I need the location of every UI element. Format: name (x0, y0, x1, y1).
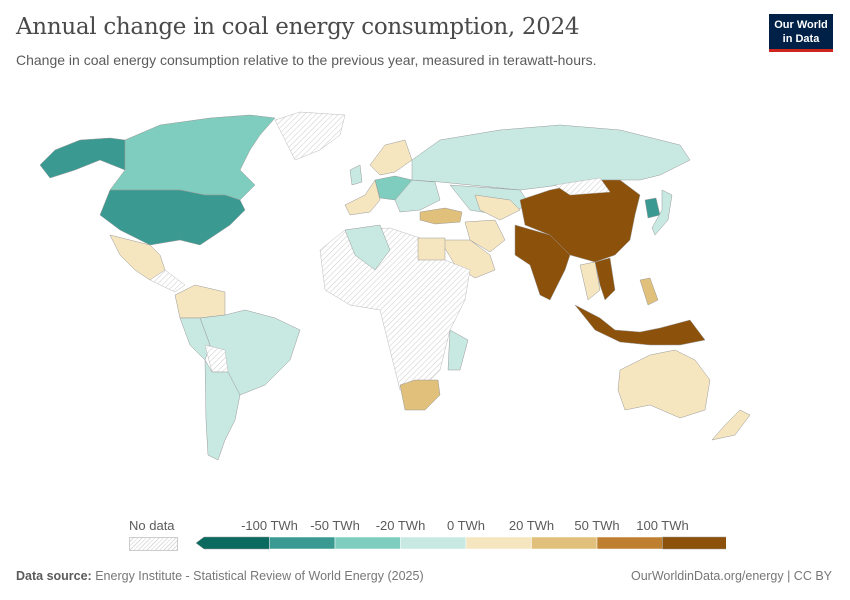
region-egypt[interactable] (417, 237, 446, 261)
source-text: Energy Institute - Statistical Review of… (95, 569, 424, 583)
chart-title: Annual change in coal energy consumption… (16, 14, 580, 40)
region-algeria[interactable] (344, 224, 391, 271)
region-thailand[interactable] (579, 261, 601, 301)
source-label: Data source: (16, 569, 92, 583)
legend-tick-label: -20 TWh (375, 518, 426, 533)
region-western-europe[interactable] (344, 179, 381, 216)
region-argentina-chile[interactable] (204, 359, 241, 461)
region-africa[interactable] (319, 227, 471, 396)
legend-tick-label: -50 TWh (310, 518, 360, 533)
region-canada[interactable] (109, 114, 276, 201)
legend-color-bar (196, 536, 727, 550)
region-japan[interactable] (651, 189, 673, 236)
data-source: Data source: Energy Institute - Statisti… (16, 569, 424, 583)
region-new-zealand[interactable] (711, 409, 751, 441)
region-australia[interactable] (617, 349, 711, 419)
region-mozambique[interactable] (447, 329, 469, 371)
legend-bin-5[interactable] (531, 536, 598, 550)
legend-no-data-swatch (129, 537, 178, 551)
region-iran[interactable] (464, 219, 506, 253)
region-korea[interactable] (644, 197, 661, 219)
legend-bin-3[interactable] (400, 536, 467, 550)
legend-tick-label: -100 TWh (241, 518, 298, 533)
region-scandinavia[interactable] (369, 139, 413, 176)
region-alaska[interactable] (39, 137, 126, 179)
region-philippines[interactable] (639, 277, 659, 306)
region-colombia-venezuela[interactable] (174, 284, 226, 319)
owid-logo[interactable]: Our World in Data (769, 14, 833, 52)
region-mongolia[interactable] (554, 177, 611, 196)
world-map[interactable] (0, 100, 850, 510)
legend-bin-7[interactable] (662, 536, 727, 550)
region-russia[interactable] (411, 124, 691, 191)
legend-bin-4[interactable] (465, 536, 532, 550)
region-turkey[interactable] (419, 207, 463, 225)
legend-bin-6[interactable] (596, 536, 663, 550)
chart-subtitle: Change in coal energy consumption relati… (16, 52, 597, 68)
region-indonesia[interactable] (574, 304, 706, 346)
region-south-africa[interactable] (399, 379, 441, 411)
region-central-america[interactable] (149, 269, 186, 293)
legend-no-data-label: No data (129, 518, 175, 533)
legend-bin-0[interactable] (196, 536, 270, 550)
legend-tick-label: 0 TWh (446, 518, 486, 533)
legend-tick-label: 100 TWh (636, 518, 689, 533)
region-central-asia[interactable] (474, 194, 521, 221)
region-greenland[interactable] (274, 111, 346, 161)
region-uk[interactable] (349, 164, 363, 186)
region-usa[interactable] (99, 189, 246, 246)
region-vietnam[interactable] (594, 257, 616, 301)
legend-bin-2[interactable] (334, 536, 401, 550)
legend-tick-label: 50 TWh (574, 518, 620, 533)
footer-url[interactable]: OurWorldinData.org/energy | CC BY (630, 569, 832, 583)
legend-tick-label: 20 TWh (508, 518, 555, 533)
legend-bin-1[interactable] (269, 536, 336, 550)
region-india[interactable] (514, 224, 571, 301)
legend: No data -100 TWh -50 TWh -20 TWh 0 TWh 20 TW… (0, 515, 850, 555)
